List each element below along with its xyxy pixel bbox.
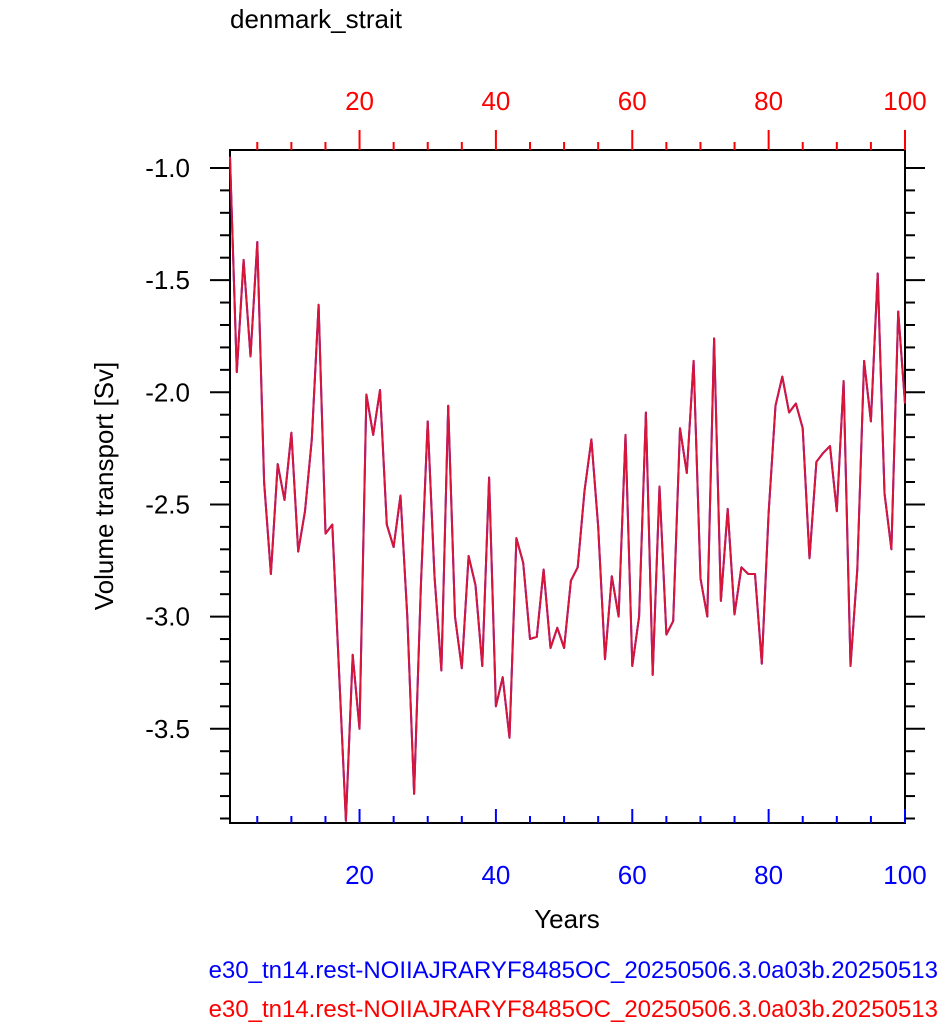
x-tick-label-bottom: 40 (481, 860, 510, 890)
series-line-2 (229, 156, 906, 822)
y-tick-label: -3.5 (145, 714, 190, 744)
axis-ticks: 20 40 60 80 100 20 40 60 80 100 -1.0 -1.5 -2.0 -2.5 -3… (145, 86, 927, 890)
legend-label-1: e30_tn14.rest-NOIIAJRARYF8485OC_20250506… (208, 957, 938, 984)
legend-entry-1: e30_tn14.rest-NOIIAJRARYF8485OC_20250506… (0, 956, 944, 986)
y-tick-label: -1.0 (145, 153, 190, 183)
legend-label-2: e30_tn14.rest-NOIIAJRARYF8485OC_20250506… (208, 996, 938, 1023)
y-tick-label: -2.0 (145, 377, 190, 407)
y-tick-label: -2.5 (145, 489, 190, 519)
x-tick-label-bottom: 60 (618, 860, 647, 890)
y-tick-label: -3.0 (145, 602, 190, 632)
x-tick-label-top: 60 (618, 86, 647, 116)
x-tick-label-bottom: 80 (754, 860, 783, 890)
x-tick-label-top: 40 (481, 86, 510, 116)
series-lines (229, 156, 906, 822)
x-tick-label-bottom: 20 (345, 860, 374, 890)
y-axis-label: Volume transport [Sv] (89, 362, 119, 611)
x-tick-label-top: 100 (883, 86, 926, 116)
chart-title: denmark_strait (230, 4, 403, 34)
y-tick-label: -1.5 (145, 265, 190, 295)
legend-entry-2: e30_tn14.rest-NOIIAJRARYF8485OC_20250506… (0, 995, 944, 1025)
x-tick-label-top: 80 (754, 86, 783, 116)
series-line-1 (229, 156, 906, 822)
x-axis-label: Years (534, 904, 600, 934)
plot-frame (229, 149, 906, 824)
x-tick-label-top: 20 (345, 86, 374, 116)
x-tick-label-bottom: 100 (883, 860, 926, 890)
plot-border (229, 149, 906, 824)
